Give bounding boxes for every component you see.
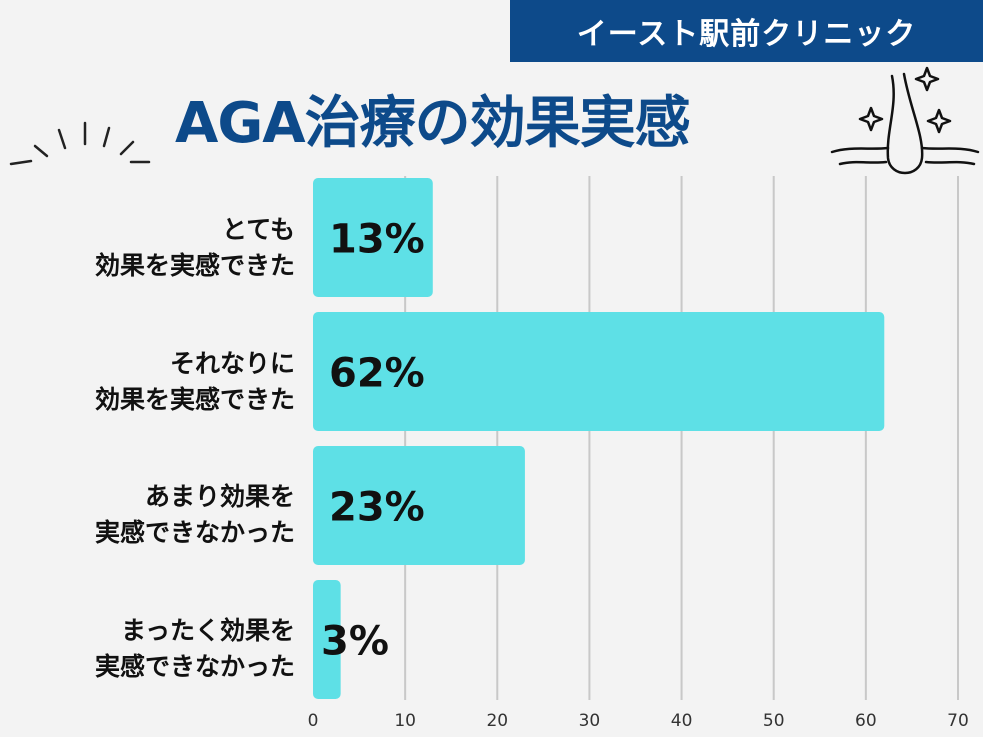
bar-value-label: 23% bbox=[329, 485, 425, 531]
category-label-line: 実感できなかった bbox=[94, 652, 295, 681]
x-tick-label: 40 bbox=[671, 711, 693, 731]
category-label-line: 実感できなかった bbox=[94, 518, 295, 547]
x-tick-label: 30 bbox=[579, 711, 601, 731]
category-label-line: 効果を実感できた bbox=[94, 385, 295, 414]
category-label-line: まったく効果を bbox=[120, 616, 295, 645]
clinic-name-banner: イースト駅前クリニック bbox=[510, 0, 983, 62]
x-tick-label: 70 bbox=[947, 711, 969, 731]
bar-value-label: 3% bbox=[321, 619, 389, 665]
category-label-not-very-effective: あまり効果を 実感できなかった bbox=[0, 479, 295, 551]
burst-lines-icon bbox=[9, 121, 151, 166]
category-label-line: それなりに bbox=[169, 349, 295, 378]
x-tick-label: 10 bbox=[394, 711, 416, 731]
bar bbox=[313, 178, 433, 297]
category-label-somewhat-effective: それなりに 効果を実感できた bbox=[0, 346, 295, 418]
bar bbox=[313, 312, 885, 431]
category-label-line: 効果を実感できた bbox=[94, 251, 295, 280]
category-label-not-effective-at-all: まったく効果を 実感できなかった bbox=[0, 613, 295, 685]
hair-follicle-sparkle-icon bbox=[830, 66, 980, 175]
bar-value-label: 62% bbox=[329, 351, 425, 397]
x-tick-label: 20 bbox=[486, 711, 508, 731]
category-label-very-effective: とても 効果を実感できた bbox=[0, 212, 295, 284]
x-tick-label: 50 bbox=[763, 711, 785, 731]
bar bbox=[313, 580, 341, 699]
x-tick-label: 0 bbox=[308, 711, 319, 731]
category-label-line: とても bbox=[221, 215, 295, 244]
bar-value-label: 13% bbox=[329, 217, 425, 263]
bar bbox=[313, 446, 525, 565]
category-label-line: あまり効果を bbox=[144, 482, 295, 511]
page-title: AGA治療の効果実感 bbox=[175, 91, 691, 156]
x-tick-label: 60 bbox=[855, 711, 877, 731]
